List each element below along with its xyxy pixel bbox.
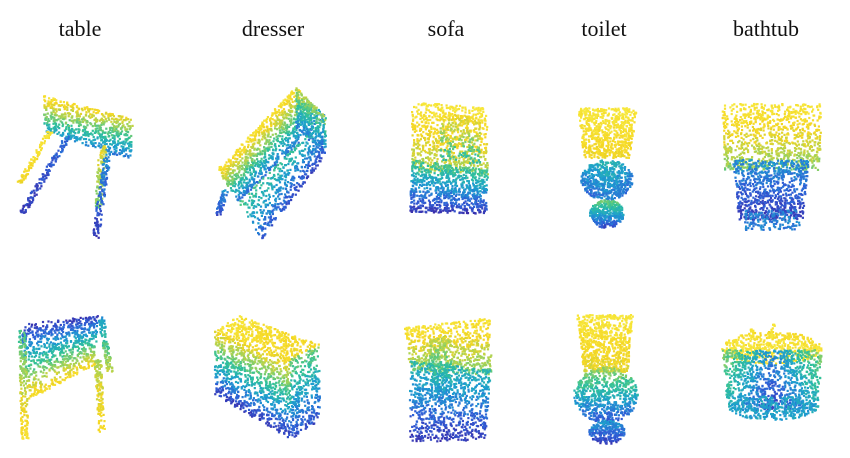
point-cloud-toilet-2 [573,314,639,445]
column-label-sofa: sofa [427,16,465,41]
point-cloud-toilet-1 [578,107,638,229]
point-cloud-bathtub-2 [721,323,823,421]
point-cloud-table-2 [17,315,114,440]
column-label-table: table [58,16,102,41]
point-cloud-dresser-1 [215,87,327,240]
point-cloud-bathtub-1 [721,102,822,231]
column-label-dresser: dresser [241,16,305,41]
point-cloud-sofa-2 [404,318,493,443]
column-label-bathtub: bathtub [733,16,799,41]
point-cloud-sofa-1 [409,102,489,215]
point-cloud-table-1 [16,95,134,239]
column-label-toilet: toilet [581,16,627,41]
point-cloud-dresser-2 [213,315,321,439]
